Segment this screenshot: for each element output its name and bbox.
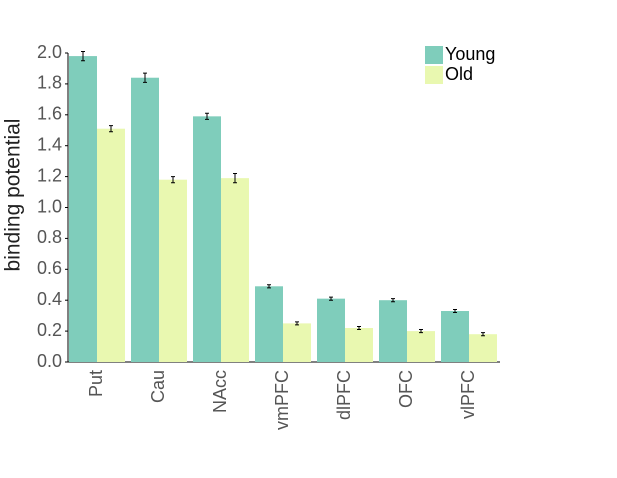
bar [255, 286, 283, 362]
legend-label: Old [445, 64, 473, 84]
legend-label: Young [445, 44, 495, 64]
bar [159, 179, 187, 362]
error-bar [329, 296, 333, 301]
bar [345, 328, 373, 362]
y-tick-label: 0.0 [37, 351, 62, 371]
x-tick-label: vlPFC [458, 370, 478, 419]
bar [221, 178, 249, 362]
x-tick-label: Cau [148, 370, 168, 403]
error-bar [295, 321, 299, 326]
x-tick-label: NAcc [210, 370, 230, 413]
error-bar [205, 112, 209, 120]
error-bar [481, 332, 485, 337]
y-tick-label: 2.0 [37, 42, 62, 62]
error-bar [109, 125, 113, 133]
error-bar [391, 298, 395, 303]
y-tick-label: 1.6 [37, 104, 62, 124]
x-tick-label: vmPFC [272, 370, 292, 430]
y-tick-label: 1.8 [37, 73, 62, 93]
error-bar [419, 329, 423, 334]
y-tick-label: 0.4 [37, 289, 62, 309]
error-bar [143, 72, 147, 83]
y-tick-label: 0.6 [37, 258, 62, 278]
bar [97, 128, 125, 362]
y-tick-label: 0.8 [37, 227, 62, 247]
error-bar [81, 50, 85, 62]
bar [193, 116, 221, 362]
error-bar [453, 308, 457, 314]
y-tick-label: 1.4 [37, 134, 62, 154]
y-axis-label: binding potential [2, 119, 25, 272]
x-tick-label: Put [86, 370, 106, 397]
x-tick-label: OFC [396, 370, 416, 408]
error-bar [267, 284, 271, 289]
error-bar [233, 173, 237, 184]
error-bar [171, 176, 175, 184]
y-tick-label: 1.0 [37, 196, 62, 216]
legend-swatch [425, 66, 443, 84]
bar [283, 323, 311, 362]
bar [469, 334, 497, 362]
legend-swatch [425, 46, 443, 64]
bar [317, 298, 345, 362]
x-tick-label: dlPFC [334, 370, 354, 420]
bar [69, 56, 97, 363]
bar [407, 331, 435, 362]
y-tick-label: 1.2 [37, 165, 62, 185]
y-tick-label: 0.2 [37, 320, 62, 340]
bar [131, 77, 159, 362]
error-bar [357, 325, 361, 331]
bar [441, 311, 469, 362]
bar [379, 300, 407, 362]
